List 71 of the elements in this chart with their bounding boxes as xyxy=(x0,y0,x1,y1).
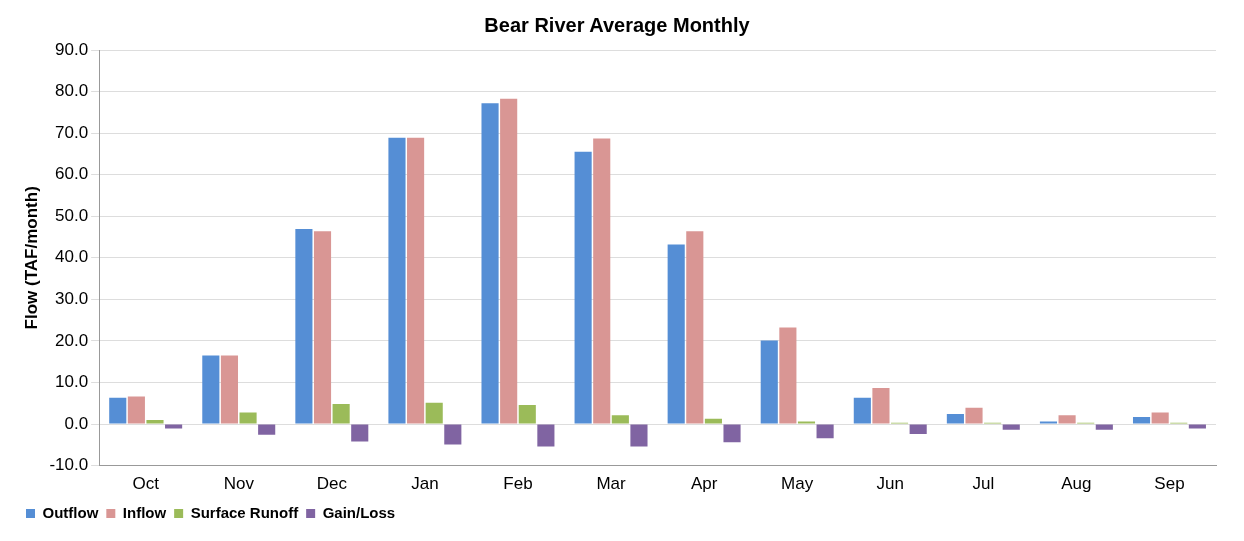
bar xyxy=(239,412,257,424)
bar xyxy=(1058,415,1076,424)
bar xyxy=(611,415,629,424)
bar xyxy=(593,138,611,424)
x-tick-label: May xyxy=(781,474,814,494)
bar xyxy=(723,424,741,443)
bar xyxy=(630,424,648,447)
x-tick-label: Jul xyxy=(972,474,995,494)
y-tick-label: -10.0 xyxy=(49,455,89,475)
bar xyxy=(388,137,406,424)
y-tick-label: 90.0 xyxy=(55,39,89,59)
y-tick-label: 40.0 xyxy=(55,247,89,267)
legend-label: Outflow xyxy=(42,503,99,521)
legend-label: Surface Runoff xyxy=(190,503,300,521)
bar xyxy=(1188,424,1206,429)
bar xyxy=(1132,416,1151,424)
bar xyxy=(444,424,462,445)
x-tick-label: Sep xyxy=(1154,474,1185,494)
bar xyxy=(816,424,834,439)
bar xyxy=(295,229,313,424)
bar xyxy=(146,419,164,424)
bar xyxy=(127,396,145,424)
x-tick-label: Apr xyxy=(690,474,718,494)
y-tick-label: 20.0 xyxy=(55,330,89,350)
bar xyxy=(909,424,927,435)
bar xyxy=(202,355,220,424)
bar xyxy=(667,244,685,424)
x-tick-label: Feb xyxy=(503,474,533,494)
bar xyxy=(425,402,443,424)
bar xyxy=(500,98,518,424)
bar xyxy=(537,424,555,447)
bar xyxy=(109,397,127,424)
x-tick-label: Dec xyxy=(316,474,348,494)
bar xyxy=(853,397,871,424)
bar xyxy=(351,424,369,442)
y-tick-label: 80.0 xyxy=(55,81,89,101)
y-tick-label: 0.0 xyxy=(64,413,89,433)
bar xyxy=(1002,424,1020,430)
bar xyxy=(965,407,983,424)
x-tick-label: Nov xyxy=(223,474,255,494)
bar xyxy=(946,414,964,424)
bar xyxy=(313,231,332,424)
x-tick-label: Aug xyxy=(1061,474,1092,494)
legend-label: Gain/Loss xyxy=(322,503,396,521)
bar xyxy=(872,387,890,424)
bar xyxy=(258,424,276,435)
y-tick-label: 70.0 xyxy=(55,122,89,142)
y-tick-label: 60.0 xyxy=(55,164,89,184)
y-tick-label: 50.0 xyxy=(55,205,89,225)
bar xyxy=(332,404,350,424)
bar xyxy=(518,404,536,424)
x-tick-label: Jun xyxy=(876,474,904,494)
x-tick-label: Mar xyxy=(596,474,627,494)
bar xyxy=(407,137,425,424)
y-tick-label: 10.0 xyxy=(55,372,89,392)
bar xyxy=(686,231,704,424)
y-tick-label: 30.0 xyxy=(55,289,89,309)
legend-label: Inflow xyxy=(122,503,167,521)
bar xyxy=(760,340,778,424)
bar xyxy=(165,424,183,429)
bar xyxy=(704,418,722,424)
bar xyxy=(220,355,239,424)
bar xyxy=(1095,424,1113,430)
bar xyxy=(481,103,499,424)
bar xyxy=(574,151,592,424)
bar xyxy=(1151,412,1169,424)
x-tick-label: Jan xyxy=(411,474,439,494)
x-tick-label: Oct xyxy=(132,474,160,494)
chart-title: Bear River Average Monthly xyxy=(484,13,751,36)
bar xyxy=(779,327,797,424)
y-axis-title: Flow (TAF/month) xyxy=(21,186,41,330)
